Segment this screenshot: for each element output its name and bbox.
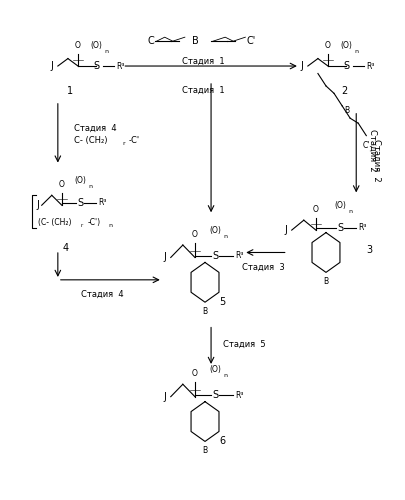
Text: C': C' [362, 140, 369, 149]
Text: B: B [202, 446, 207, 456]
Text: R³: R³ [234, 252, 243, 260]
Text: n: n [108, 222, 112, 228]
Text: (O): (O) [90, 41, 102, 50]
Text: Стадия  1: Стадия 1 [181, 86, 224, 95]
Text: J: J [300, 61, 303, 71]
Text: B: B [202, 307, 207, 316]
Text: (O): (O) [209, 366, 220, 374]
Text: O: O [192, 230, 197, 239]
Text: n: n [347, 208, 351, 214]
Text: n: n [223, 234, 227, 238]
Text: Стадия  2: Стадия 2 [371, 139, 380, 182]
Text: Стадия  2: Стадия 2 [367, 129, 376, 172]
Text: R³: R³ [357, 223, 366, 232]
Text: r: r [80, 222, 82, 228]
Text: r: r [122, 140, 125, 145]
Text: Стадия  3: Стадия 3 [241, 262, 284, 272]
Text: Стадия  4: Стадия 4 [74, 124, 116, 132]
Text: S: S [336, 222, 342, 232]
Text: -C'): -C') [88, 218, 101, 227]
Text: Стадия  5: Стадия 5 [223, 340, 265, 349]
Text: R³: R³ [98, 198, 107, 207]
Text: (O): (O) [333, 201, 345, 210]
Text: n: n [88, 184, 92, 189]
Text: 5: 5 [219, 297, 225, 307]
Text: 3: 3 [365, 245, 371, 255]
Text: 6: 6 [219, 436, 225, 446]
Text: B: B [323, 278, 328, 286]
Text: n: n [353, 48, 357, 54]
Text: R³: R³ [234, 390, 243, 400]
Text: O: O [59, 180, 65, 190]
Text: J: J [164, 252, 166, 262]
Text: Стадия  4: Стадия 4 [81, 290, 123, 299]
Text: O: O [75, 41, 81, 50]
Text: S: S [211, 390, 217, 400]
Text: B: B [343, 106, 348, 116]
Text: R³: R³ [116, 62, 124, 70]
Text: -C': -C' [128, 136, 139, 145]
Text: (O): (O) [209, 226, 220, 235]
Text: 2: 2 [340, 86, 346, 96]
Text: B: B [191, 36, 198, 46]
Text: J: J [164, 392, 166, 402]
Text: C': C' [246, 36, 256, 46]
Text: J: J [37, 200, 40, 210]
Text: (O): (O) [339, 41, 351, 50]
Text: C: C [147, 36, 153, 46]
Text: 1: 1 [67, 86, 73, 96]
Text: n: n [223, 373, 227, 378]
Text: J: J [284, 225, 287, 235]
Text: S: S [77, 198, 83, 208]
Text: (O): (O) [74, 176, 86, 186]
Text: J: J [51, 61, 54, 71]
Text: S: S [342, 61, 348, 71]
Text: O: O [324, 41, 330, 50]
Text: S: S [93, 61, 99, 71]
Text: (C- (CH₂): (C- (CH₂) [38, 218, 71, 227]
Text: O: O [312, 205, 318, 214]
Text: S: S [211, 251, 217, 261]
Text: C- (CH₂): C- (CH₂) [74, 136, 107, 145]
Text: n: n [104, 48, 108, 54]
Text: R³: R³ [365, 62, 374, 70]
Text: 4: 4 [63, 242, 69, 252]
Text: Стадия  1: Стадия 1 [181, 56, 224, 66]
Text: O: O [192, 370, 197, 378]
